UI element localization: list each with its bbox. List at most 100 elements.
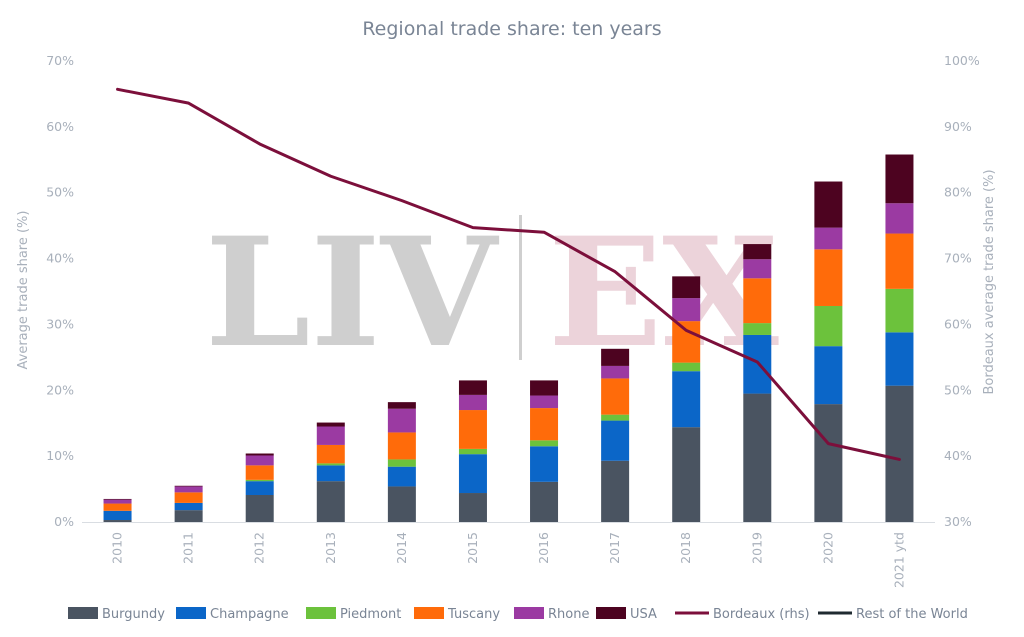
bar-segment-champagne xyxy=(174,502,203,511)
bar-segment-usa xyxy=(530,380,559,396)
legend-label: Bordeaux (rhs) xyxy=(713,607,810,622)
bar-segment-piedmont xyxy=(458,448,487,455)
bar-segment-tuscany xyxy=(387,432,416,460)
y-tick-label: 60% xyxy=(46,119,74,134)
bar-segment-champagne xyxy=(601,420,630,461)
bar-segment-rhone xyxy=(103,499,132,504)
bar-segment-rhone xyxy=(387,408,416,433)
bar-segment-champagne xyxy=(387,466,416,487)
y-axis-label: Average trade share (%) xyxy=(16,211,31,370)
bar-segment-champagne xyxy=(885,332,914,386)
y2-tick-label: 100% xyxy=(944,53,980,68)
bar-segment-burgundy xyxy=(530,481,559,522)
bar-segment-tuscany xyxy=(174,492,203,503)
chart-title: Regional trade share: ten years xyxy=(362,18,661,40)
bar-segment-piedmont xyxy=(530,440,559,447)
legend-label: Rhone xyxy=(548,607,589,622)
bar-segment-piedmont xyxy=(387,459,416,467)
y-tick-label: 50% xyxy=(46,185,74,200)
bar-segment-champagne xyxy=(672,371,701,428)
bar-segment-piedmont xyxy=(885,288,914,333)
bar-segment-champagne xyxy=(530,446,559,482)
bordeaux-line-group xyxy=(116,87,901,461)
y-tick-label: 0% xyxy=(54,514,74,529)
legend-label: USA xyxy=(630,607,657,622)
bar-segment-burgundy xyxy=(245,494,274,522)
bar-segment-tuscany xyxy=(672,321,701,363)
bar-segment-tuscany xyxy=(103,503,132,511)
bar-segment-burgundy xyxy=(672,427,701,522)
x-tick-label: 2017 xyxy=(607,532,622,564)
bar-segment-piedmont xyxy=(601,414,630,421)
bar-segment-burgundy xyxy=(814,404,843,522)
legend-swatch xyxy=(68,607,98,619)
bordeaux-line xyxy=(116,87,901,461)
watermark: LIV EX xyxy=(205,205,779,381)
bar-segment-usa xyxy=(743,244,772,260)
y2-axis-label: Bordeaux average trade share (%) xyxy=(982,169,997,394)
watermark-divider xyxy=(519,215,522,360)
bar-segment-burgundy xyxy=(316,481,345,522)
x-tick-label: 2011 xyxy=(181,532,196,564)
x-tick-label: 2016 xyxy=(536,532,551,564)
bar-segment-rhone xyxy=(316,426,345,445)
bar-segment-piedmont xyxy=(316,463,345,466)
y-tick-label: 20% xyxy=(46,382,74,397)
legend-swatch xyxy=(176,607,206,619)
watermark-liv: LIV xyxy=(205,205,500,381)
bar-segment-rhone xyxy=(458,394,487,411)
x-tick-label: 2013 xyxy=(323,532,338,564)
x-tick-label: 2012 xyxy=(252,532,267,564)
bar-segment-champagne xyxy=(814,346,843,405)
bar-segment-burgundy xyxy=(458,493,487,522)
y2-tick-label: 80% xyxy=(944,185,972,200)
legend-swatch xyxy=(414,607,444,619)
right-axis: 30% 40% 50% 60% 70% 80% 90% 100% xyxy=(944,53,980,529)
bar-segment-champagne xyxy=(458,454,487,494)
bar-segment-burgundy xyxy=(103,520,132,522)
bar-segment-usa xyxy=(885,154,914,204)
bar-segment-champagne xyxy=(103,510,132,521)
y2-tick-label: 90% xyxy=(944,119,972,134)
x-tick-label: 2020 xyxy=(820,532,835,564)
bar-segment-piedmont xyxy=(814,305,843,347)
bar-segment-tuscany xyxy=(316,444,345,464)
bar-segment-piedmont xyxy=(743,323,772,335)
x-tick-label: 2015 xyxy=(465,532,480,564)
watermark-ex: EX xyxy=(548,205,779,381)
y-tick-label: 70% xyxy=(46,53,74,68)
y2-tick-label: 70% xyxy=(944,251,972,266)
bar-segment-tuscany xyxy=(245,465,274,480)
bar-segment-usa xyxy=(387,402,416,409)
bar-segment-rhone xyxy=(245,455,274,466)
bar-segment-champagne xyxy=(743,334,772,394)
bar-segment-usa xyxy=(174,485,203,487)
x-tick-label: 2014 xyxy=(394,532,409,564)
y-tick-label: 30% xyxy=(46,316,74,331)
bar-segment-usa xyxy=(316,422,345,427)
y2-tick-label: 60% xyxy=(944,316,972,331)
legend-label: Tuscany xyxy=(447,607,500,622)
x-tick-label: 2010 xyxy=(110,532,125,564)
bar-segment-tuscany xyxy=(814,249,843,306)
bar-segment-tuscany xyxy=(458,410,487,449)
y-tick-label: 40% xyxy=(46,251,74,266)
x-tick-label: 2021 ytd xyxy=(891,532,906,588)
legend-label: Piedmont xyxy=(340,607,401,622)
bar-segment-piedmont xyxy=(245,479,274,482)
bar-segment-usa xyxy=(103,498,132,500)
legend-label: Burgundy xyxy=(102,607,165,622)
bar-segment-usa xyxy=(245,453,274,456)
bar-segment-usa xyxy=(672,276,701,299)
y2-tick-label: 50% xyxy=(944,382,972,397)
left-axis: 0% 10% 20% 30% 40% 50% 60% 70% xyxy=(46,53,74,529)
legend: Burgundy Champagne Piedmont Tuscany Rhone USA… xyxy=(68,607,968,622)
bar-segment-rhone xyxy=(672,298,701,322)
bar-segment-piedmont xyxy=(672,362,701,372)
bars xyxy=(103,154,914,522)
legend-label: Champagne xyxy=(210,607,289,622)
bar-segment-rhone xyxy=(743,259,772,279)
bar-segment-burgundy xyxy=(174,510,203,522)
bar-segment-burgundy xyxy=(743,393,772,522)
